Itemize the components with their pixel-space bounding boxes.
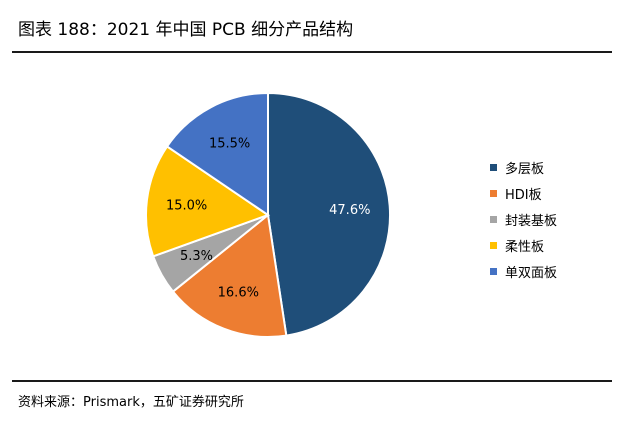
- legend-swatch: [490, 215, 497, 223]
- slice-data-label: 5.3%: [180, 249, 213, 264]
- legend-item: HDI板: [490, 180, 557, 206]
- title-divider: [12, 51, 612, 53]
- slice-data-label: 47.6%: [329, 203, 370, 218]
- pie-slice: [267, 91, 392, 337]
- legend-swatch: [490, 189, 497, 197]
- legend-item: 单双面板: [490, 258, 557, 284]
- chart-legend: 多层板 HDI板 封装基板 柔性板 单双面板: [490, 154, 557, 284]
- legend-swatch: [490, 241, 497, 249]
- legend-item: 封装基板: [490, 206, 557, 232]
- pie-slice: [171, 213, 288, 339]
- legend-label: 柔性板: [505, 239, 545, 255]
- legend-item: 柔性板: [490, 232, 557, 258]
- legend-swatch: [490, 163, 497, 171]
- legend-label: HDI板: [505, 187, 542, 203]
- pie-slice: [145, 145, 271, 258]
- legend-swatch: [490, 267, 497, 275]
- slice-data-label: 15.0%: [166, 199, 207, 214]
- slice-data-label: 16.6%: [218, 285, 259, 300]
- pie-slice: [165, 91, 269, 217]
- source-divider: [12, 380, 612, 382]
- legend-item: 多层板: [490, 154, 557, 180]
- chart-title: 图表 188：2021 年中国 PCB 细分产品结构: [18, 20, 354, 40]
- slice-data-label: 15.5%: [209, 137, 250, 152]
- legend-label: 多层板: [505, 161, 545, 177]
- source-note: 资料来源：Prismark，五矿证券研究所: [18, 395, 244, 410]
- legend-label: 单双面板: [505, 265, 558, 281]
- legend-label: 封装基板: [505, 213, 558, 229]
